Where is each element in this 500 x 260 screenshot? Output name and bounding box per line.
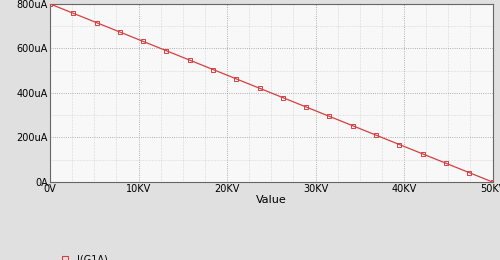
- X-axis label: Value: Value: [256, 196, 286, 205]
- Legend: I(G1A): I(G1A): [55, 255, 108, 260]
